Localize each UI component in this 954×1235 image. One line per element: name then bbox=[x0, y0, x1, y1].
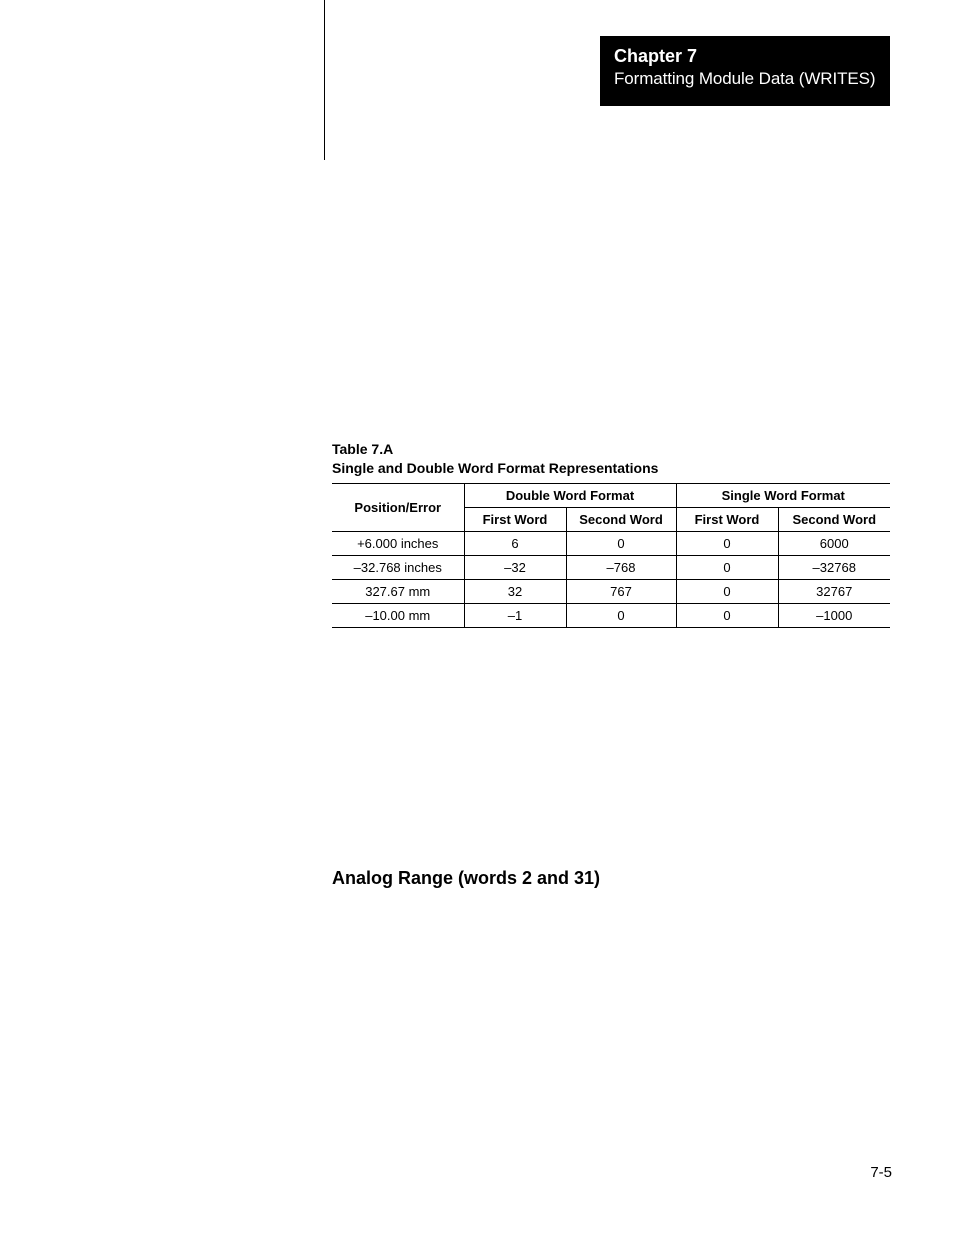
cell: 0 bbox=[676, 532, 778, 556]
cell: 6 bbox=[464, 532, 566, 556]
chapter-number: Chapter 7 bbox=[614, 46, 876, 68]
cell: –32768 bbox=[778, 556, 890, 580]
cell: –1 bbox=[464, 604, 566, 628]
cell: 0 bbox=[676, 604, 778, 628]
cell: +6.000 inches bbox=[332, 532, 464, 556]
cell: –32.768 inches bbox=[332, 556, 464, 580]
col-sub-dw-second: Second Word bbox=[566, 508, 676, 532]
page-number: 7-5 bbox=[870, 1164, 892, 1181]
table-row: +6.000 inches 6 0 0 6000 bbox=[332, 532, 890, 556]
col-sub-sw-first: First Word bbox=[676, 508, 778, 532]
col-group-single: Single Word Format bbox=[676, 484, 890, 508]
cell: –32 bbox=[464, 556, 566, 580]
cell: 32767 bbox=[778, 580, 890, 604]
cell: 0 bbox=[676, 580, 778, 604]
cell: 32 bbox=[464, 580, 566, 604]
cell: –1000 bbox=[778, 604, 890, 628]
table-caption: Table 7.A Single and Double Word Format … bbox=[332, 440, 658, 478]
cell: 0 bbox=[676, 556, 778, 580]
col-sub-sw-second: Second Word bbox=[778, 508, 890, 532]
cell: 6000 bbox=[778, 532, 890, 556]
cell: 327.67 mm bbox=[332, 580, 464, 604]
table-caption-line2: Single and Double Word Format Representa… bbox=[332, 460, 658, 476]
cell: –768 bbox=[566, 556, 676, 580]
chapter-header: Chapter 7 Formatting Module Data (WRITES… bbox=[600, 36, 890, 106]
word-format-table: Position/Error Double Word Format Single… bbox=[332, 483, 890, 628]
header-divider-rule bbox=[324, 0, 325, 160]
cell: 0 bbox=[566, 532, 676, 556]
col-group-double: Double Word Format bbox=[464, 484, 676, 508]
table-row: 327.67 mm 32 767 0 32767 bbox=[332, 580, 890, 604]
col-header-position: Position/Error bbox=[332, 484, 464, 532]
cell: 0 bbox=[566, 604, 676, 628]
chapter-title: Formatting Module Data (WRITES) bbox=[614, 68, 876, 89]
col-sub-dw-first: First Word bbox=[464, 508, 566, 532]
cell: 767 bbox=[566, 580, 676, 604]
cell: –10.00 mm bbox=[332, 604, 464, 628]
table-row: –10.00 mm –1 0 0 –1000 bbox=[332, 604, 890, 628]
table-row: –32.768 inches –32 –768 0 –32768 bbox=[332, 556, 890, 580]
section-heading: Analog Range (words 2 and 31) bbox=[332, 868, 600, 889]
table-caption-line1: Table 7.A bbox=[332, 441, 393, 457]
